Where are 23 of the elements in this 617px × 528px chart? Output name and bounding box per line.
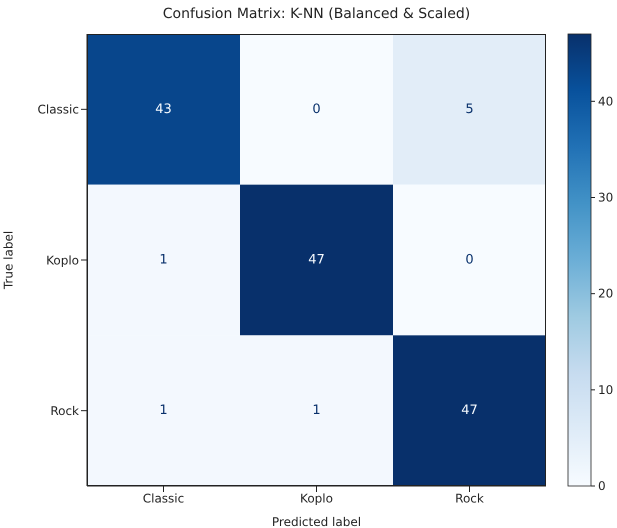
x-axis-title: Predicted label [272, 515, 362, 528]
y-tick-label: Rock [50, 404, 80, 418]
color-bar-label: 10 [598, 382, 614, 397]
color-bar-label: 20 [598, 286, 614, 301]
data-label: 47 [461, 403, 478, 418]
x-tick-label: Classic [142, 492, 184, 506]
data-label: 0 [312, 102, 321, 117]
data-label: 1 [159, 403, 168, 418]
data-label: 1 [159, 252, 168, 268]
data-label: 5 [465, 102, 474, 117]
y-axis-title: True label [1, 230, 16, 290]
color-bar-label: 30 [598, 190, 614, 204]
data-label: 43 [155, 102, 172, 117]
y-tick-label: Classic [37, 102, 79, 117]
y-tick-label: Koplo [46, 253, 79, 268]
data-label: 0 [465, 252, 474, 268]
data-label: 47 [308, 252, 325, 268]
color-bar-label: 0 [598, 479, 606, 493]
data-label: 1 [312, 403, 321, 418]
x-tick-label: Rock [455, 492, 484, 506]
chart-title: Confusion Matrix: K-NN (Balanced & Scaled) [162, 6, 472, 22]
x-tick-label: Koplo [300, 492, 333, 506]
color-bar-label: 40 [598, 94, 614, 108]
